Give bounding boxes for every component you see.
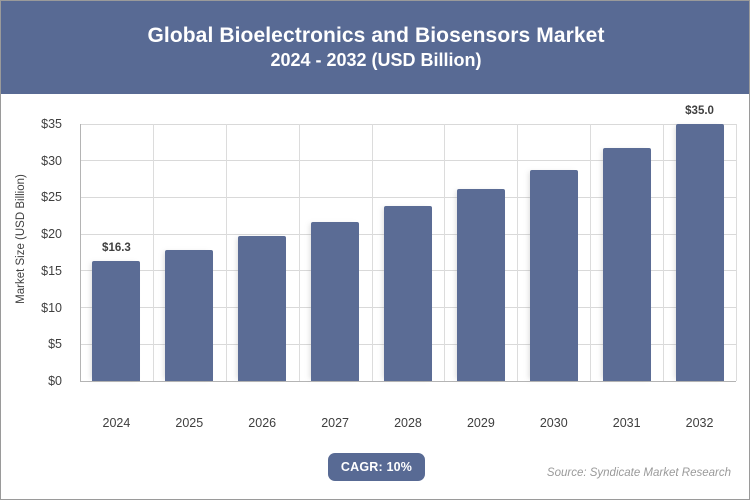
y-axis-tick-label: $35 <box>41 117 62 131</box>
y-axis-tick-label: $0 <box>48 374 62 388</box>
x-axis-tick-label: 2024 <box>102 416 131 430</box>
x-gridline <box>153 124 154 381</box>
bar-2028[interactable] <box>384 206 432 381</box>
x-gridline <box>736 124 737 381</box>
x-axis-tick-label: 2026 <box>248 416 277 430</box>
x-gridline <box>590 124 591 381</box>
x-gridline <box>663 124 664 381</box>
x-axis-tick-label: 2030 <box>539 416 568 430</box>
chart-subtitle: 2024 - 2032 (USD Billion) <box>270 50 482 71</box>
x-axis-tick-label: 2031 <box>612 416 641 430</box>
y-axis-tick-label: $15 <box>41 263 62 278</box>
y-gridline <box>80 160 736 162</box>
x-gridline <box>299 124 300 381</box>
chart-header: Global Bioelectronics and Biosensors Mar… <box>1 1 749 94</box>
plot-area: $0 $5 $10 $15 $20 $25 $30 $35 2024 $16.3 2025 2026 2… <box>41 105 737 430</box>
cagr-badge: CAGR: 10% <box>328 453 425 481</box>
x-axis-tick-label: 2025 <box>175 416 204 430</box>
x-gridline <box>80 124 81 381</box>
bar-2029[interactable] <box>456 188 505 381</box>
y-axis-tick-label: $10 <box>41 300 62 315</box>
y-axis-tick-label: $20 <box>41 227 62 242</box>
x-gridline <box>372 124 373 381</box>
bar-2025[interactable] <box>165 249 214 381</box>
x-axis-tick-label: 2027 <box>321 416 349 430</box>
x-gridline <box>517 124 518 381</box>
x-gridline <box>444 124 445 381</box>
x-gridline <box>226 124 227 381</box>
x-axis-tick-label: 2029 <box>466 416 495 430</box>
y-axis-tick-label: $5 <box>48 337 62 352</box>
data-label-2024: $16.3 <box>102 242 131 255</box>
data-label-2032: $35.0 <box>685 105 714 117</box>
y-axis-tick-label: $25 <box>41 190 62 205</box>
source-note: Source: Syndicate Market Research <box>546 467 731 479</box>
chart-title: Global Bioelectronics and Biosensors Mar… <box>147 24 605 48</box>
x-axis-tick-label: 2032 <box>685 416 714 430</box>
x-axis-tick-label: 2028 <box>394 416 422 430</box>
y-gridline <box>80 380 736 382</box>
y-axis-tick-label: $30 <box>41 153 62 168</box>
bar-2026[interactable] <box>238 236 287 381</box>
y-gridline <box>80 123 736 125</box>
bar-2032[interactable] <box>675 124 724 381</box>
bar-2030[interactable] <box>529 169 578 381</box>
bar-2024[interactable] <box>92 261 141 381</box>
bar-2027[interactable] <box>311 222 360 381</box>
y-gridline <box>80 196 736 198</box>
chart-area: Market Size (USD Billion) $0 $5 $10 $15 $20 $… <box>1 94 749 499</box>
bar-2031[interactable] <box>602 148 651 381</box>
